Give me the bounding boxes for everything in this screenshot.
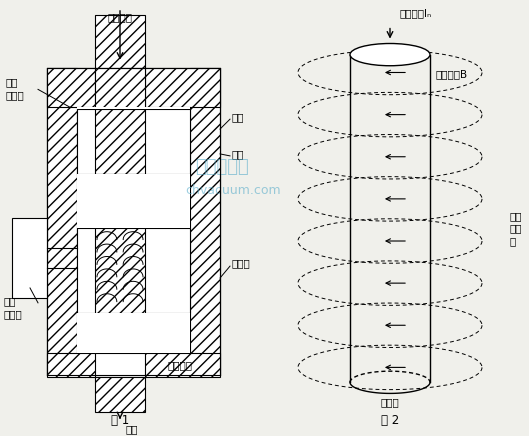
- Bar: [95, 68, 145, 107]
- Bar: [95, 15, 145, 68]
- Text: 金属
屏蔽
罩: 金属 屏蔽 罩: [510, 211, 523, 246]
- Ellipse shape: [350, 44, 430, 66]
- Bar: [77, 107, 190, 109]
- Text: 感应磁场B: 感应磁场B: [435, 69, 467, 79]
- Text: 真空技术网: 真空技术网: [195, 158, 249, 176]
- Text: 图 2: 图 2: [381, 414, 399, 427]
- Text: 图 1: 图 1: [111, 414, 129, 427]
- Bar: [47, 352, 220, 377]
- Text: 真空
灭弧室: 真空 灭弧室: [5, 78, 24, 100]
- Bar: [190, 68, 220, 375]
- Text: 触头: 触头: [232, 112, 244, 122]
- Text: chvacuum.com: chvacuum.com: [185, 184, 280, 197]
- Text: 动导电杆: 动导电杆: [168, 361, 193, 371]
- Text: 波纹管: 波纹管: [232, 258, 251, 268]
- Bar: [95, 68, 145, 352]
- Text: 负载电流Iₙ: 负载电流Iₙ: [400, 8, 432, 18]
- Text: 中间
屏蔽罩: 中间 屏蔽罩: [3, 296, 22, 319]
- Bar: [77, 313, 190, 352]
- Text: 外壳: 外壳: [232, 149, 244, 159]
- Text: 导电杆: 导电杆: [381, 397, 399, 407]
- Bar: [77, 174, 190, 228]
- Bar: [12, 218, 47, 298]
- Bar: [77, 228, 190, 313]
- Bar: [95, 109, 145, 174]
- Bar: [95, 377, 145, 412]
- Bar: [47, 68, 220, 107]
- Bar: [77, 109, 190, 174]
- Bar: [95, 228, 145, 313]
- Text: 系统高压: 系统高压: [107, 12, 132, 22]
- Bar: [95, 174, 145, 313]
- Text: 负载: 负载: [125, 424, 138, 434]
- Bar: [95, 352, 145, 377]
- Bar: [47, 68, 77, 375]
- Bar: [47, 68, 220, 375]
